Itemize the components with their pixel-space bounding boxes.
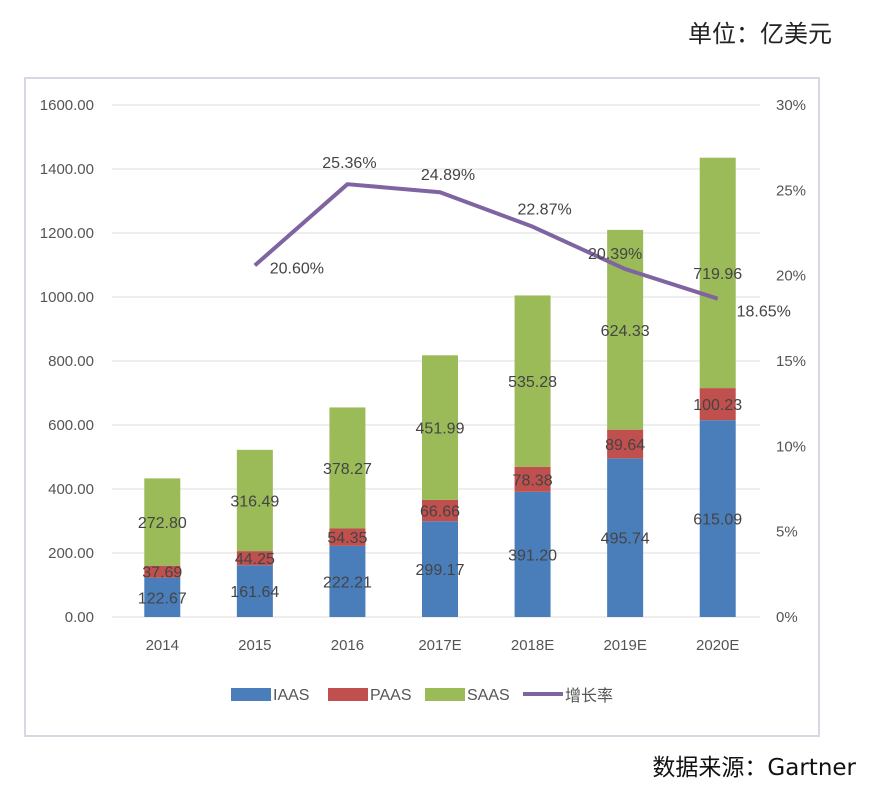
y-right-tick-label: 5% xyxy=(776,524,798,541)
legend-label: PAAS xyxy=(370,687,412,704)
bar-data-label: 272.80 xyxy=(138,515,187,532)
bar-data-label: 615.09 xyxy=(693,512,742,529)
bar-iaas xyxy=(329,545,366,617)
bar-data-label: 122.67 xyxy=(138,590,187,607)
bar-data-label: 89.64 xyxy=(605,437,645,454)
bar-paas xyxy=(607,429,644,459)
y-left-tick-label: 1600.00 xyxy=(40,97,94,114)
growth-rate-line xyxy=(253,182,719,301)
x-tick-label: 2016 xyxy=(331,637,364,654)
y-right-tick-label: 20% xyxy=(776,268,806,285)
source-label: 数据来源：Gartner xyxy=(652,755,856,781)
bar-data-label: 44.25 xyxy=(235,551,275,568)
bar-iaas xyxy=(144,577,181,617)
bar-data-label: 451.99 xyxy=(416,421,465,438)
bar-paas xyxy=(144,565,181,578)
y-left-tick-label: 1200.00 xyxy=(40,225,94,242)
bar-saas xyxy=(699,157,736,389)
bar-iaas xyxy=(422,521,458,617)
bar-saas xyxy=(514,295,551,467)
bar-data-label: 78.38 xyxy=(513,472,553,489)
line-data-label: 20.60% xyxy=(270,260,324,277)
bar-data-label: 378.27 xyxy=(323,461,372,478)
y-left-tick-label: 400.00 xyxy=(48,481,94,498)
bar-paas xyxy=(514,466,551,492)
x-tick-label: 2019E xyxy=(603,637,646,654)
y-right-tick-label: 15% xyxy=(776,353,806,370)
bar-data-label: 495.74 xyxy=(601,531,650,548)
bar-data-label: 535.28 xyxy=(508,374,557,391)
bar-data-label: 37.69 xyxy=(142,565,182,582)
y-left-tick-label: 0.00 xyxy=(65,609,94,626)
line-data-label: 18.65% xyxy=(737,304,791,321)
y-left-tick-label: 800.00 xyxy=(48,353,94,370)
line-data-label: 25.36% xyxy=(322,155,376,172)
bar-paas xyxy=(236,551,273,566)
bar-saas xyxy=(236,449,273,552)
line-data-label: 22.87% xyxy=(517,202,571,219)
y-right-tick-label: 0% xyxy=(776,609,798,626)
bar-data-label: 100.23 xyxy=(693,397,742,414)
y-right-tick-label: 25% xyxy=(776,182,806,199)
y-right-tick-label: 10% xyxy=(776,438,806,455)
bar-iaas xyxy=(607,458,644,617)
bar-iaas xyxy=(236,565,273,617)
bar-saas xyxy=(329,407,366,529)
bar-data-label: 316.49 xyxy=(230,493,279,510)
legend-label: 增长率 xyxy=(565,687,613,705)
bar-saas xyxy=(144,478,181,566)
unit-label: 单位：亿美元 xyxy=(688,20,832,48)
bar-data-label: 391.20 xyxy=(508,547,557,564)
bar-data-label: 66.66 xyxy=(420,504,460,521)
legend-swatch-paas xyxy=(328,688,368,701)
bar-paas xyxy=(699,388,736,421)
bar-data-label: 161.64 xyxy=(230,584,279,601)
line-data-label: 24.89% xyxy=(421,167,475,184)
y-left-tick-label: 1400.00 xyxy=(40,161,94,178)
line-data-label: 20.39% xyxy=(588,246,642,263)
y-right-tick-label: 30% xyxy=(776,97,806,114)
bar-data-label: 624.33 xyxy=(601,323,650,340)
y-left-tick-label: 200.00 xyxy=(48,545,94,562)
x-tick-label: 2020E xyxy=(696,637,739,654)
bar-paas xyxy=(422,499,458,522)
legend-label: IAAS xyxy=(273,687,309,704)
bar-iaas xyxy=(514,491,551,617)
bar-data-label: 222.21 xyxy=(323,574,372,591)
y-left-tick-label: 600.00 xyxy=(48,417,94,434)
x-tick-label: 2017E xyxy=(418,637,461,654)
bar-data-label: 719.96 xyxy=(693,266,742,283)
legend-swatch-saas xyxy=(425,688,465,701)
x-tick-label: 2018E xyxy=(511,637,554,654)
bar-iaas xyxy=(699,420,736,617)
x-tick-label: 2014 xyxy=(146,637,179,654)
bar-data-label: 54.35 xyxy=(327,530,367,547)
bar-saas xyxy=(422,355,458,500)
bar-paas xyxy=(329,528,366,546)
y-left-tick-label: 1000.00 xyxy=(40,289,94,306)
legend-label: SAAS xyxy=(467,687,510,704)
x-tick-label: 2015 xyxy=(238,637,271,654)
bar-data-label: 299.17 xyxy=(416,562,465,579)
legend-swatch-iaas xyxy=(231,688,271,701)
